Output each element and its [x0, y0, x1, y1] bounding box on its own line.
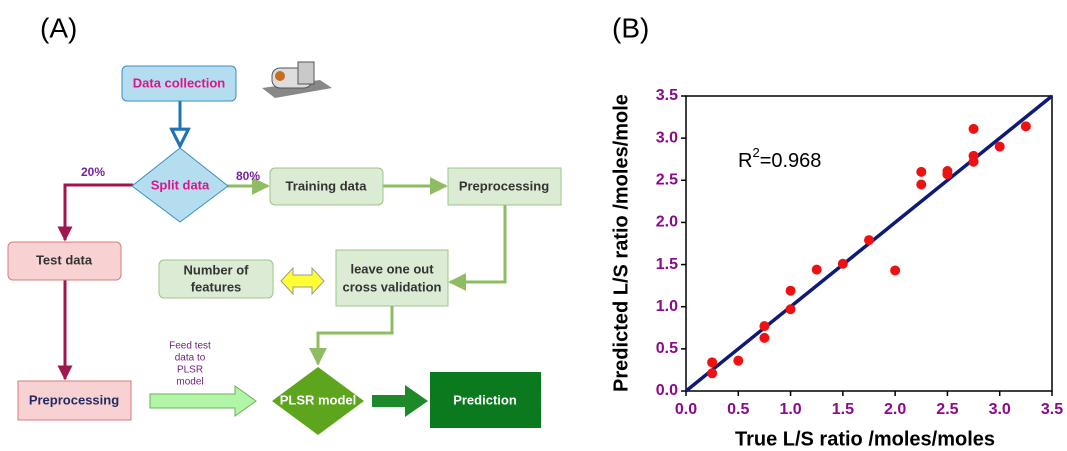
point [707, 357, 717, 367]
x-tick-label: 2.0 [884, 401, 906, 418]
point [812, 265, 822, 275]
edge [318, 306, 392, 364]
arrow [372, 385, 428, 417]
annotation-superscript: 2 [752, 145, 759, 160]
y-tick-label: 1.5 [656, 256, 678, 273]
y-tick-label: 1.0 [656, 298, 678, 315]
node-label: Preprocessing [29, 392, 119, 407]
point [786, 286, 796, 296]
node-label: Preprocessing [459, 178, 549, 193]
node-label: Prediction [453, 392, 517, 407]
edge-label: Feed test [169, 341, 211, 352]
point [864, 235, 874, 245]
edge-label: 20% [81, 165, 105, 179]
y-tick-label: 0.5 [656, 340, 678, 357]
node-label: Test data [36, 252, 93, 267]
node-label: features [191, 279, 242, 294]
edge-label: data to [175, 353, 206, 364]
x-tick-label: 2.5 [936, 401, 958, 418]
point [916, 180, 926, 190]
y-tick-label: 3.5 [656, 87, 678, 104]
point [890, 265, 900, 275]
edge [65, 185, 133, 240]
node-label: Number of [184, 262, 250, 277]
x-tick-label: 0.0 [675, 401, 697, 418]
annotation-text: =0.968 [760, 150, 822, 172]
node-label: Training data [286, 178, 368, 193]
node-label: PLSR model [280, 392, 357, 407]
edge-label: PLSR [177, 365, 203, 376]
point [759, 321, 769, 331]
y-axis-label: Predicted L/S ratio /moles/mole [610, 94, 632, 392]
x-tick-label: 0.5 [727, 401, 749, 418]
point [969, 157, 979, 167]
node-label: cross validation [343, 279, 442, 294]
x-tick-label: 3.5 [1041, 401, 1063, 418]
panel-a: (A) Data collection Split data 20% 80% T… [8, 12, 561, 435]
point [969, 124, 979, 134]
point [942, 169, 952, 179]
x-tick-label: 1.5 [832, 401, 854, 418]
annotation-text: R [738, 150, 752, 172]
feed-arrow [150, 386, 256, 416]
node [336, 250, 448, 306]
y-tick-label: 3.0 [656, 129, 678, 146]
point [838, 259, 848, 269]
y-tick-label: 2.5 [656, 172, 678, 189]
edge-label: 80% [236, 169, 260, 183]
panel-label: (A) [40, 12, 77, 43]
figure: (A) Data collection Split data 20% 80% T… [0, 0, 1067, 451]
point [1021, 121, 1031, 131]
y-tick-label: 2.0 [656, 214, 678, 231]
point [995, 142, 1005, 152]
point [707, 368, 717, 378]
double-arrow [281, 268, 324, 294]
point [733, 356, 743, 366]
x-tick-label: 3.0 [989, 401, 1011, 418]
point [916, 167, 926, 177]
point [786, 304, 796, 314]
y-tick-label: 0.0 [656, 382, 678, 399]
panel-label: (B) [612, 12, 649, 43]
annotation: R2=0.968 [738, 145, 821, 172]
edge [450, 205, 505, 282]
node-label: Split data [151, 177, 210, 192]
instrument-icon [262, 62, 332, 98]
x-tick-label: 1.0 [779, 401, 801, 418]
point [759, 333, 769, 343]
node-label: leave one out [350, 261, 434, 276]
node-label: Data collection [133, 75, 226, 90]
edge-label: model [176, 377, 203, 388]
x-axis-label: True L/S ratio /moles/moles [735, 428, 995, 450]
